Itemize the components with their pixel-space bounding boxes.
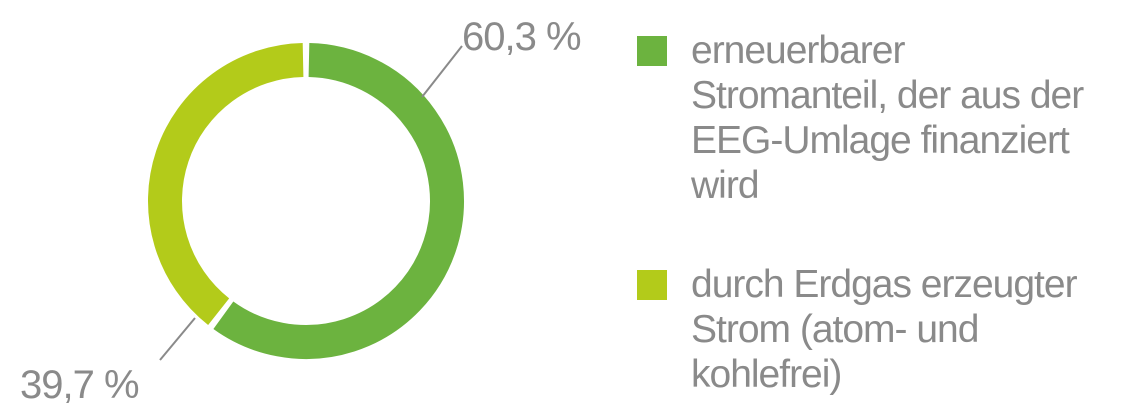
leader-line (421, 45, 463, 98)
value-label: 39,7 % (20, 363, 139, 407)
legend-swatch (637, 36, 667, 66)
legend-item: durch Erdgas erzeugter Strom (atom- und … (637, 262, 1097, 397)
donut-segment (213, 43, 464, 359)
legend-swatch (637, 270, 667, 300)
donut-segment (148, 43, 304, 326)
leader-line (159, 317, 196, 361)
legend-item: erneuerbarer Stromanteil, der aus der EE… (637, 28, 1097, 208)
legend-label: durch Erdgas erzeugter Strom (atom- und … (691, 263, 1078, 396)
legend-label: erneuerbarer Stromanteil, der aus der EE… (691, 29, 1084, 207)
value-label: 60,3 % (462, 15, 581, 59)
